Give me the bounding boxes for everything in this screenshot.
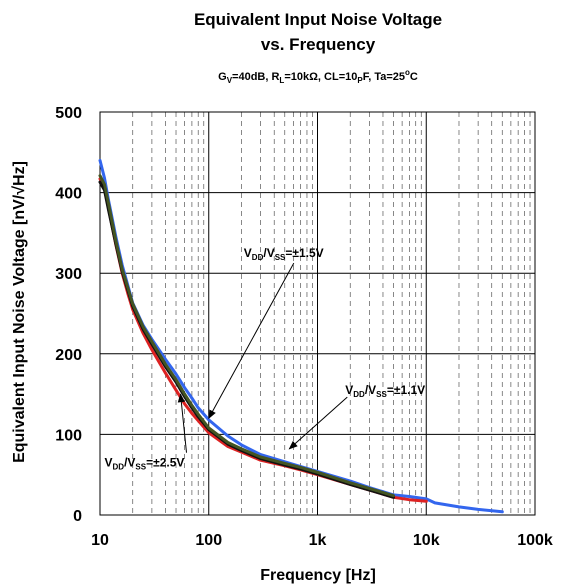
series-layer [98, 158, 504, 514]
y-tick-label: 400 [55, 186, 82, 203]
y-tick-label: 500 [55, 105, 82, 122]
plot-frame [99, 111, 536, 516]
y-axis-label: Equivalent Input Noise Voltage [nV/√Hz] [11, 161, 28, 463]
x-tick-label: 10k [413, 532, 440, 549]
minor-gridlines [132, 112, 531, 515]
y-tick-label: 100 [55, 427, 82, 444]
x-axis-label: Frequency [Hz] [260, 567, 376, 584]
y-tick-label: 300 [55, 266, 82, 283]
annotation-arrow-3 [177, 393, 187, 453]
x-tick-labels: 10 100 1k 10k 100k [91, 532, 553, 549]
series-annotation-2: VDD/VSS=±1.1V [345, 383, 425, 399]
x-tick-label: 1k [309, 532, 327, 549]
chart-title-line-1: Equivalent Input Noise Voltage [194, 10, 442, 29]
x-tick-label: 10 [91, 532, 109, 549]
series-annotation-1: VDD/VSS=±1.5V [244, 246, 324, 262]
chart-title-line-2: vs. Frequency [261, 35, 376, 54]
series-annotation-3: VDD/VSS=±2.5V [105, 456, 185, 472]
annotation-arrow-1 [208, 262, 295, 420]
x-tick-label: 100k [517, 532, 553, 549]
y-tick-labels: 0 100 200 300 400 500 [55, 105, 82, 525]
series-line-4 [98, 174, 395, 498]
annotation-arrow-2 [288, 396, 348, 450]
y-tick-label: 200 [55, 347, 82, 364]
annotation-layer: VDD/VSS=±1.5V VDD/VSS=±1.1V VDD/VSS=±2.5V [105, 246, 426, 472]
chart-subtitle: GV=40dB, RL=10kΩ, CL=10PF, Ta=25oC [218, 68, 418, 85]
y-tick-label: 0 [73, 508, 82, 525]
x-tick-label: 100 [195, 532, 222, 549]
